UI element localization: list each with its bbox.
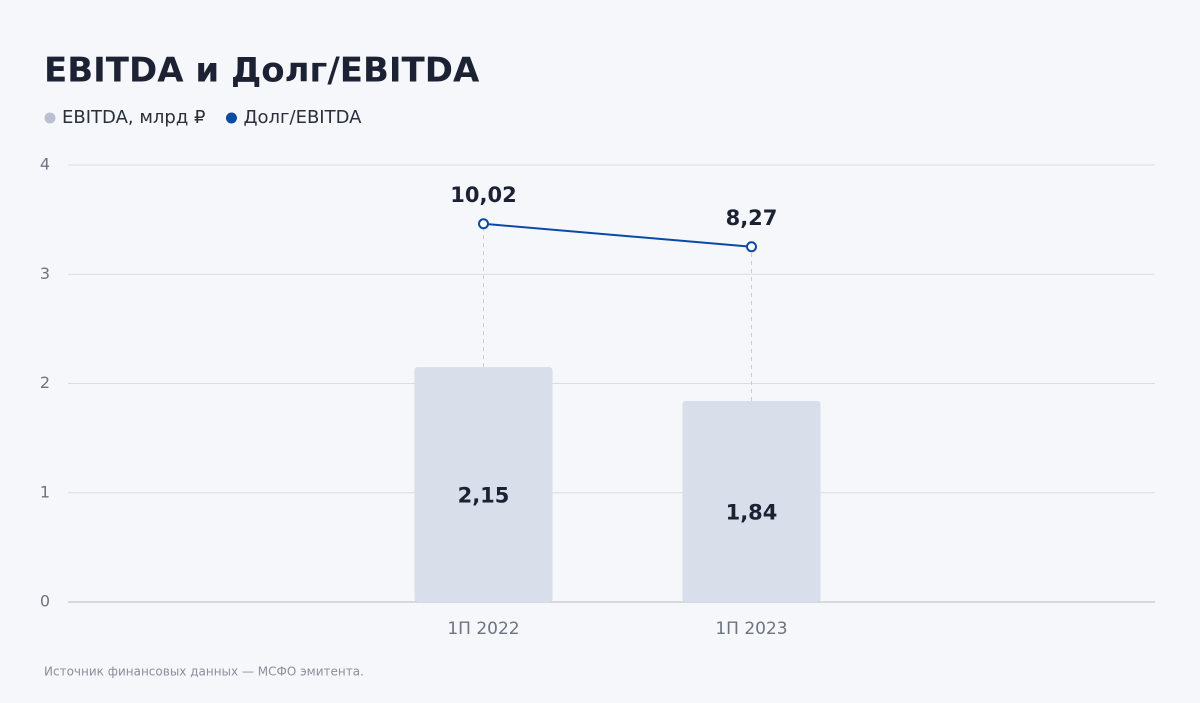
line-value-label: 8,27 — [726, 206, 778, 230]
y-tick-label: 4 — [40, 155, 50, 174]
x-tick-label: 1П 2022 — [447, 619, 519, 639]
legend-label: Долг/EBITDA — [243, 107, 362, 128]
legend-label: EBITDA, млрд ₽ — [62, 107, 205, 128]
chart-title: EBITDA и Долг/EBITDA — [44, 51, 480, 91]
y-tick-label: 1 — [40, 482, 50, 501]
line-point — [746, 241, 757, 253]
bar — [414, 367, 553, 602]
legend-marker — [225, 112, 237, 124]
source-note: Источник финансовых данных — МСФО эмитен… — [44, 665, 364, 679]
line — [483, 222, 752, 248]
y-tick-label: 0 — [40, 592, 50, 611]
line-point — [478, 218, 489, 230]
bar-value-label: 2,15 — [458, 484, 510, 508]
line-value-label: 10,02 — [450, 183, 516, 207]
y-tick-label: 2 — [40, 373, 50, 392]
bar-value-label: 1,84 — [726, 500, 778, 524]
y-tick-label: 3 — [40, 264, 50, 283]
bar — [682, 400, 821, 602]
x-tick-label: 1П 2023 — [715, 619, 787, 639]
legend-marker — [44, 112, 56, 124]
